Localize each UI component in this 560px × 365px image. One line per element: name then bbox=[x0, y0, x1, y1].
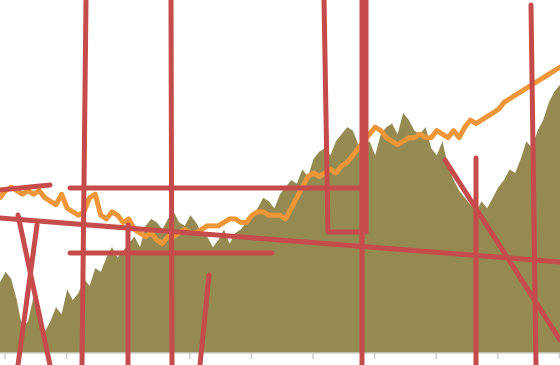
red-annotation-line-13 bbox=[197, 272, 212, 365]
red-annotation-line-0 bbox=[79, 0, 89, 365]
red-annotation-line-1 bbox=[168, 0, 175, 365]
red-annotation-line-15 bbox=[442, 157, 560, 343]
red-annotation-line-8 bbox=[0, 215, 560, 265]
red-annotation-line-2 bbox=[321, 0, 331, 235]
area-series-0 bbox=[0, 84, 560, 353]
red-annotation-line-11 bbox=[15, 222, 40, 365]
line-series-1 bbox=[0, 64, 560, 247]
plot-area bbox=[0, 64, 560, 353]
red-annotation-line-10 bbox=[15, 212, 53, 365]
red-annotation-line-16 bbox=[0, 182, 53, 193]
